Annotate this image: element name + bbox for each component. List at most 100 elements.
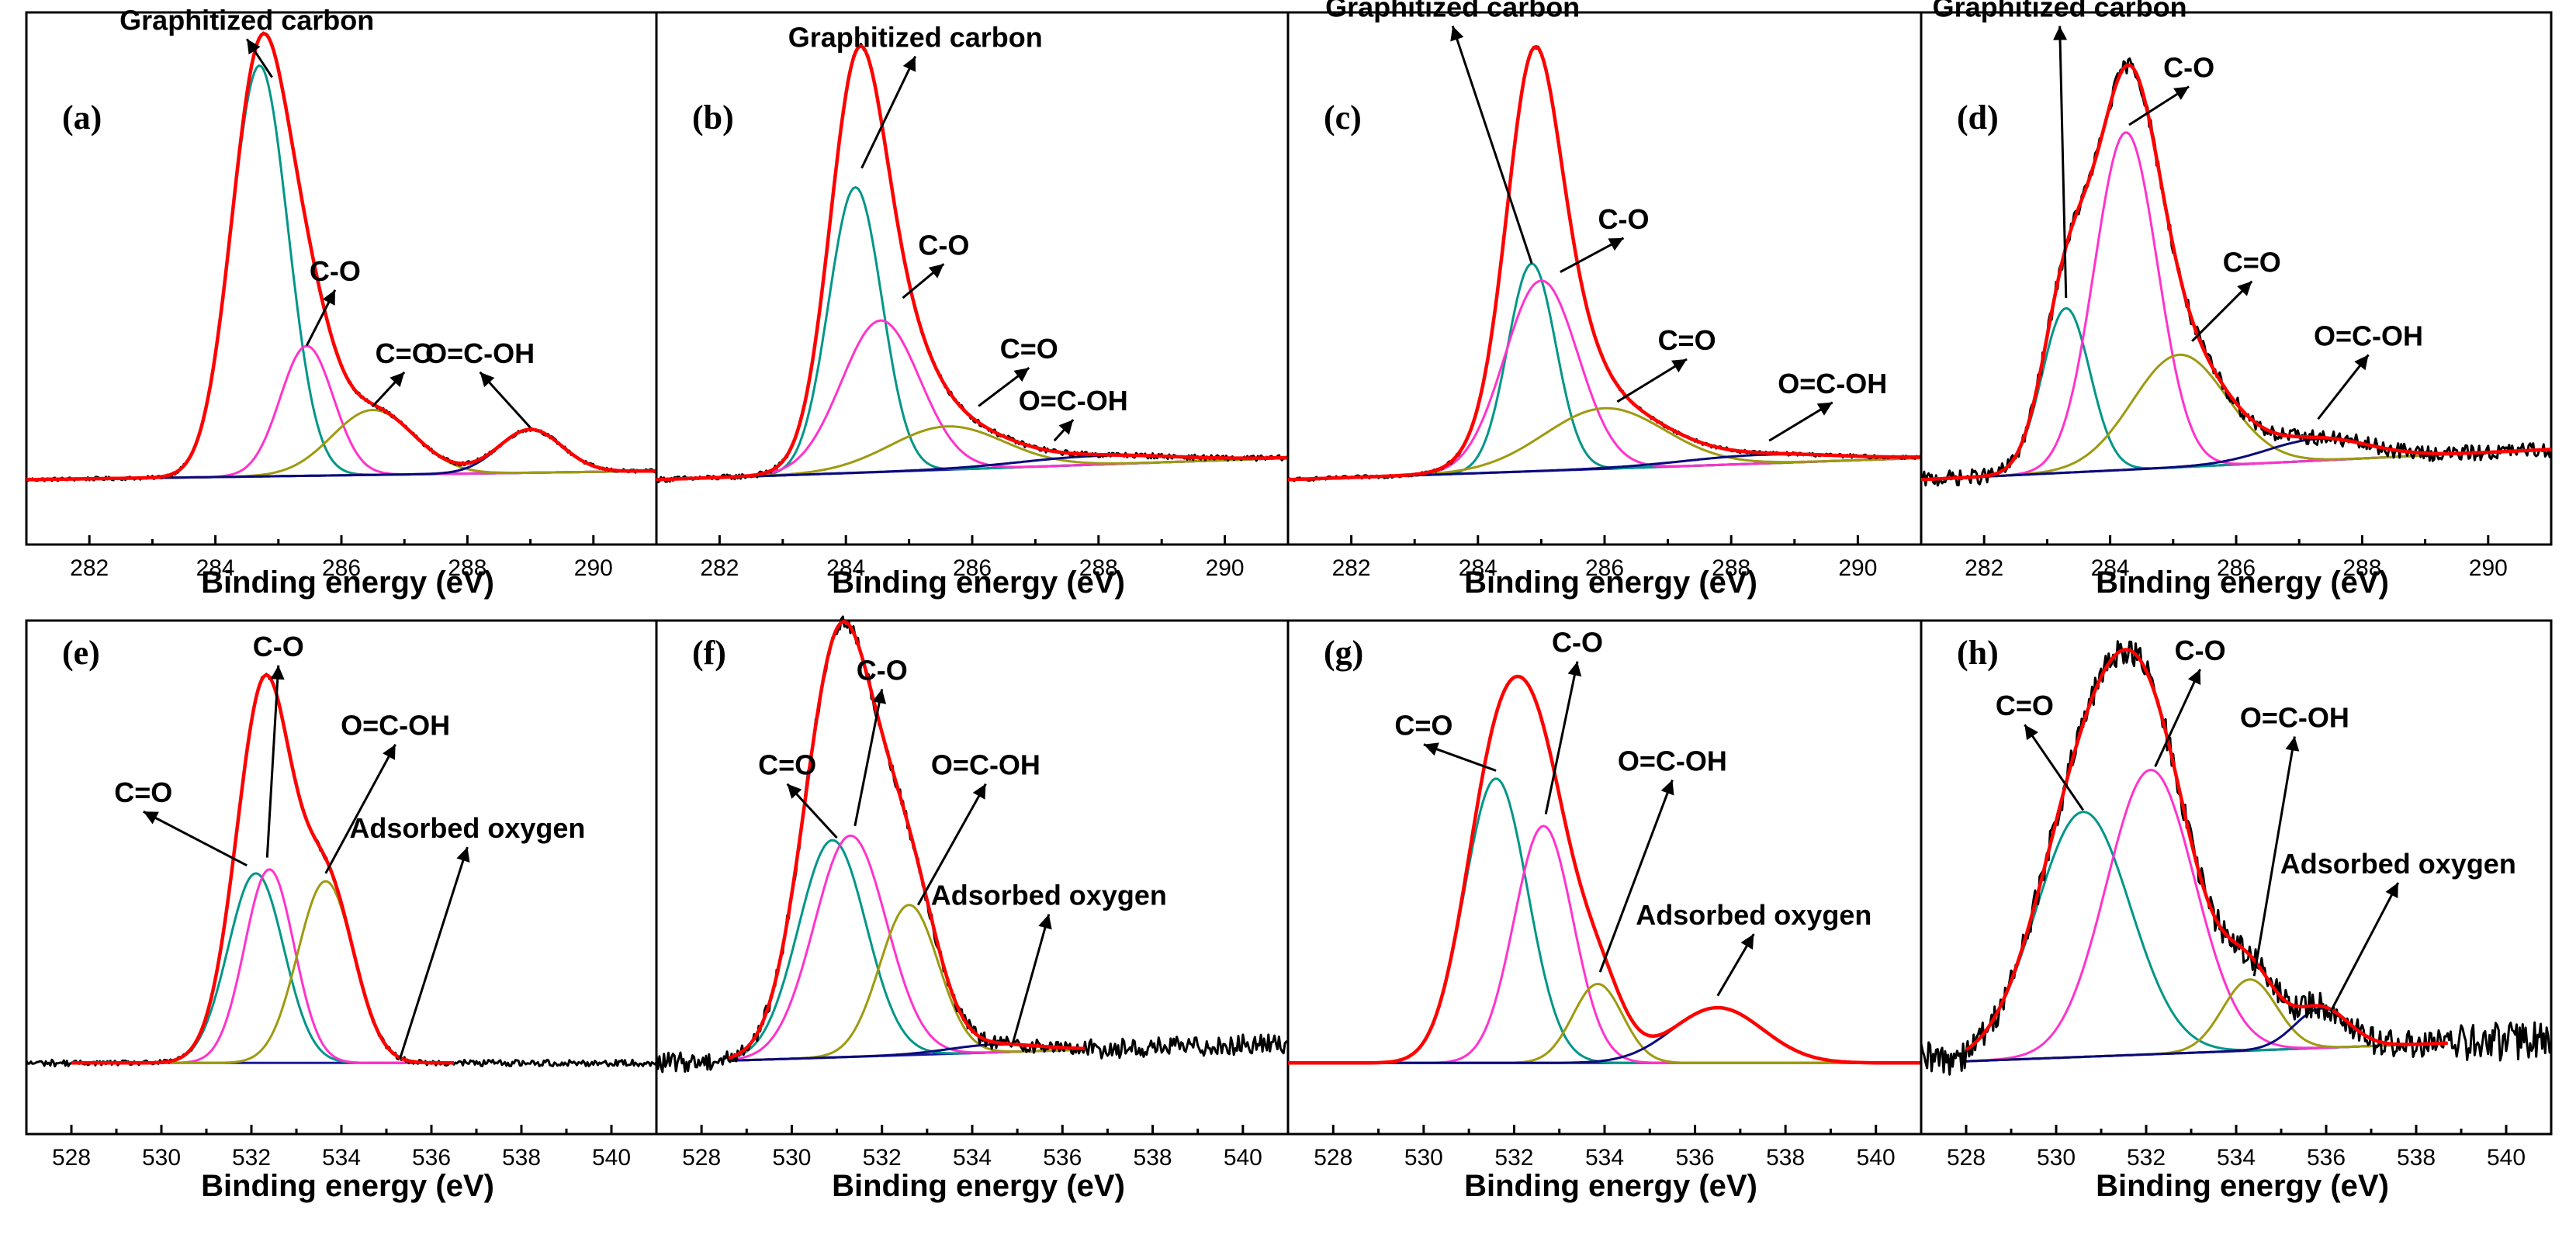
annotation-arrow: [860, 55, 917, 169]
x-tick-label: 290: [1838, 555, 1877, 581]
panel-frame-e: [25, 619, 658, 1136]
annotation-label: C-O: [1552, 627, 1603, 659]
annotation-arrowhead: [1671, 359, 1688, 373]
annotation-arrow: [2058, 26, 2068, 299]
x-tick-label: 538: [502, 1145, 541, 1171]
panel-d: 282 284 286 288 290 Binding energy (eV) (d) Gra…: [1920, 0, 2553, 600]
annotation-arrowhead: [1608, 237, 1624, 251]
annotation-label: C=O: [1000, 333, 1058, 365]
x-tick-label: 282: [1965, 555, 2003, 581]
annotation-arrow: [853, 689, 884, 827]
x-tick-label: 288: [1712, 555, 1750, 581]
annotation-label: O=C-OH: [341, 710, 450, 742]
panel-f: 528 530 532 534 536 538 540 Binding energy (eV)…: [655, 615, 1290, 1203]
annotation-label: C-O: [2163, 52, 2214, 84]
x-tick-label: 540: [1857, 1145, 1896, 1171]
panel-label: (e): [62, 634, 100, 672]
annotation-arrowhead: [247, 39, 261, 55]
panel-g: 528 530 532 534 536 538 540 Binding energy (eV)…: [1286, 619, 1923, 1203]
x-tick-label: 290: [1206, 555, 1245, 581]
annotation-label: C=O: [2223, 247, 2281, 278]
x-tick-label: 528: [52, 1145, 91, 1171]
annotation-label: O=C-OH: [1778, 368, 1887, 399]
panel-a: 282 284 286 288 290 Binding energy (eV) (a) Gra…: [25, 4, 658, 600]
series-envelope-fit: [26, 31, 656, 482]
panel-frame-g: [1286, 619, 1923, 1136]
x-tick-label: 530: [772, 1145, 811, 1171]
annotation-label: Graphitized carbon: [119, 4, 374, 36]
series-c-o: [71, 872, 454, 1064]
annotation-label: C=O: [758, 749, 816, 781]
annotation-arrow: [1544, 661, 1579, 814]
annotation-arrow: [2154, 669, 2201, 768]
annotation-label: O=C-OH: [931, 749, 1040, 781]
annotation-arrow: [398, 846, 469, 1060]
x-tick-label: 540: [2487, 1145, 2526, 1171]
x-tick-label: 288: [1079, 555, 1118, 581]
annotation-arrowhead: [1740, 934, 1754, 950]
x-tick-label: 290: [2469, 555, 2508, 581]
panel-frame-f: [655, 619, 1290, 1136]
x-tick-label: 534: [953, 1145, 992, 1171]
annotation-arrowhead: [1567, 661, 1582, 677]
panel-frame-c: [1286, 11, 1923, 546]
series-graphitized-carbon: [656, 186, 1289, 481]
panel-b: 282 284 286 288 290 Binding energy (eV) (b) Gra…: [655, 11, 1290, 600]
annotation-arrow: [2252, 736, 2296, 977]
annotation-arrow: [2329, 882, 2400, 1012]
annotation-label: C-O: [857, 654, 908, 686]
x-tick-label: 286: [2217, 555, 2256, 581]
x-tick-label: 530: [142, 1145, 181, 1171]
x-tick-label: 532: [232, 1145, 271, 1171]
x-tick-label: 538: [2397, 1145, 2436, 1171]
annotation-arrowhead: [480, 372, 495, 388]
annotation-label: C-O: [310, 255, 361, 287]
annotation-arrowhead: [383, 744, 396, 760]
annotation-label: C=O: [114, 776, 172, 808]
x-tick-label: 528: [682, 1145, 721, 1171]
x-tick-label: 284: [826, 555, 865, 581]
annotation-arrow: [1451, 26, 1533, 264]
x-tick-label: 534: [1585, 1145, 1624, 1171]
x-tick-label: 536: [1043, 1145, 1082, 1171]
annotation-arrowhead: [1660, 780, 1674, 796]
x-tick-label: 528: [1314, 1145, 1352, 1171]
x-tick-label: 286: [1585, 555, 1624, 581]
annotation-label: O=C-OH: [2314, 320, 2423, 351]
annotation-arrowhead: [2237, 281, 2252, 296]
annotation-arrowhead: [787, 783, 802, 799]
panel-label: (f): [692, 634, 726, 672]
x-tick-label: 532: [1494, 1145, 1533, 1171]
panel-c: 282 284 286 288 290 Binding energy (eV) (c) Gra…: [1286, 0, 1923, 600]
annotation-arrowhead: [928, 264, 944, 278]
series-raw-data: [655, 615, 1289, 1074]
x-axis-title: Binding energy (eV): [201, 1169, 494, 1203]
annotation-label: Adsorbed oxygen: [1636, 899, 1871, 931]
x-tick-label: 282: [70, 555, 109, 581]
annotation-label: C=O: [1394, 710, 1452, 742]
annotation-arrow: [1011, 914, 1051, 1044]
annotation-label: C-O: [918, 229, 969, 261]
x-tick-label: 528: [1947, 1145, 1986, 1171]
series-envelope-fit: [1965, 648, 2448, 1052]
panel-frame-b: [655, 11, 1290, 546]
x-tick-label: 286: [953, 555, 992, 581]
annotation-label: O=C-OH: [1019, 385, 1128, 417]
x-tick-label: 540: [1224, 1145, 1262, 1171]
annotation-arrowhead: [902, 56, 916, 72]
series-o-c-oh: [1288, 983, 1921, 1064]
series-envelope-fit: [656, 44, 1288, 482]
annotation-arrowhead: [1450, 26, 1464, 42]
x-tick-label: 284: [1459, 555, 1497, 581]
series-envelope-fit: [71, 673, 455, 1065]
series-c-o: [1920, 353, 2552, 481]
x-axis-title: Binding energy (eV): [2096, 1169, 2389, 1203]
x-tick-label: 290: [574, 555, 613, 581]
annotation-arrowhead: [1013, 368, 1030, 382]
series-o-c-oh: [71, 880, 454, 1064]
series-c-o: [1920, 131, 2552, 481]
x-axis-title: Binding energy (eV): [832, 1169, 1125, 1203]
annotation-label: Adsorbed oxygen: [2280, 848, 2516, 880]
x-tick-label: 536: [1676, 1145, 1715, 1171]
x-tick-label: 282: [1332, 555, 1371, 581]
